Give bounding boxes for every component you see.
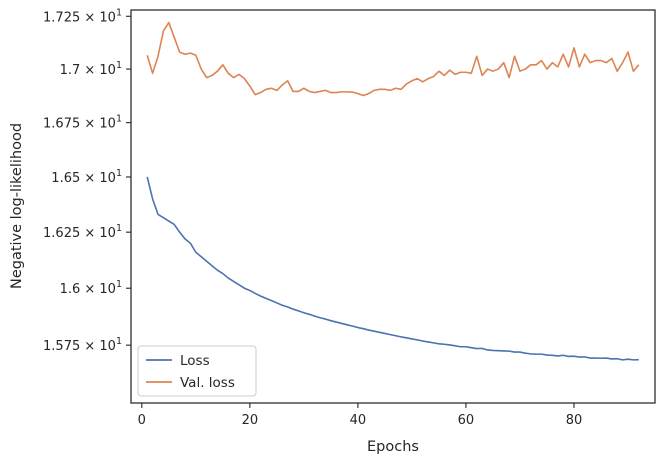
legend-box (137, 345, 257, 397)
y-tick-label: 1.725 × 101 (43, 7, 122, 25)
y-tick-label: 1.65 × 101 (51, 168, 122, 186)
y-tick-label: 1.575 × 101 (43, 336, 122, 354)
x-axis: 0 20 40 60 80 (138, 403, 583, 428)
x-axis-label: Epochs (367, 439, 419, 455)
x-tick-label: 60 (458, 413, 475, 428)
x-tick-label: 40 (350, 413, 367, 428)
series-line-loss (146, 176, 639, 361)
y-tick-label: 1.675 × 101 (43, 114, 122, 132)
legend-label-loss: Loss (180, 353, 210, 369)
plot-area (130, 9, 656, 404)
plot-frame (130, 9, 656, 404)
y-tick-label: 1.7 × 101 (60, 60, 122, 78)
y-tick-label: 1.625 × 101 (43, 223, 122, 241)
series-line-val-loss (146, 21, 640, 97)
series-layer (146, 21, 640, 361)
y-tick-label: 1.6 × 101 (60, 279, 122, 297)
x-tick-label: 0 (138, 413, 146, 428)
y-axis-label: Negative log-likelihood (9, 123, 25, 289)
legend: Loss Val. loss (137, 345, 257, 397)
x-tick-label: 80 (566, 413, 583, 428)
y-axis: 1.575 × 101 1.6 × 101 1.625 × 101 1.65 × 10… (43, 7, 131, 354)
legend-label-val-loss: Val. loss (180, 375, 235, 391)
x-tick-label: 20 (242, 413, 259, 428)
